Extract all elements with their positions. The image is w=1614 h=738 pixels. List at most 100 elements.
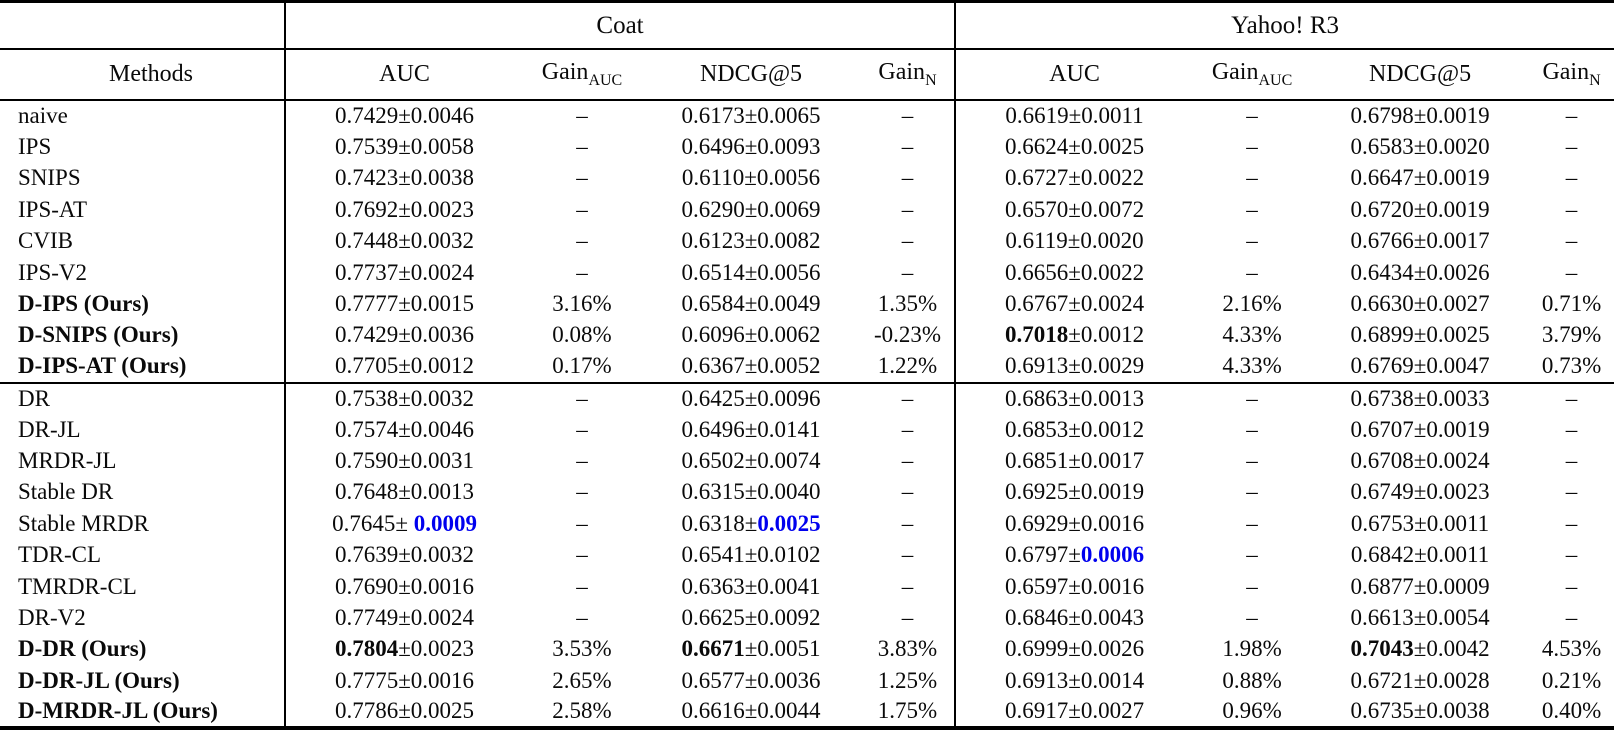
gain-value-cell: 1.22% xyxy=(861,351,957,383)
metric-value-cell: 0.6753±0.0011 xyxy=(1350,510,1490,536)
metric-value-segment: ±0.0012 xyxy=(1068,322,1145,348)
metric-value-cell: 0.7539±0.0058 xyxy=(334,134,475,160)
metric-value-cell: 0.6735±0.0038 xyxy=(1350,698,1490,724)
metric-value-cell: 0.6290±0.0069 xyxy=(681,196,821,222)
metric-value-cell: 0.6363±0.0041 xyxy=(681,573,821,599)
metric-value-cell: 0.7043±0.0042 xyxy=(1311,634,1529,665)
gain-value-cell: 0.71% xyxy=(1541,291,1602,317)
gain-value-cell: – xyxy=(861,570,957,603)
gain-value-cell: 3.79% xyxy=(1541,322,1602,348)
col-header-subscript: AUC xyxy=(588,71,623,89)
col-header-subscript: N xyxy=(925,71,937,89)
gain-value-cell: 0.08% xyxy=(552,322,612,348)
gain-value-cell: – xyxy=(861,381,957,414)
metric-value-cell: 0.6656±0.0022 xyxy=(1004,259,1145,285)
gain-value-cell: – xyxy=(861,162,957,195)
gain-value-cell: – xyxy=(1529,381,1614,414)
gain-value-cell: 3.53% xyxy=(552,636,612,662)
metric-value-cell: 0.6846±0.0043 xyxy=(1004,604,1145,630)
method-name: MRDR-JL xyxy=(0,445,286,477)
table-row: IPS-AT 0.7692±0.0023 – 0.6290±0.0069 – 0.6570… xyxy=(0,194,1614,226)
gain-value-cell: – xyxy=(1246,196,1258,222)
gain-value-cell: – xyxy=(576,542,588,568)
gain-value-cell: – xyxy=(861,508,957,540)
method-name: DR-V2 xyxy=(0,602,286,634)
metric-value-cell: 0.6619±0.0011 xyxy=(1005,103,1144,129)
gain-value-cell: -0.23% xyxy=(861,319,957,352)
gain-value-cell: – xyxy=(576,510,588,536)
gain-value-cell: – xyxy=(861,602,957,634)
metric-value-cell: 0.6797±0.0006 xyxy=(955,539,1193,570)
metric-value-cell: 0.6851±0.0017 xyxy=(1004,447,1145,473)
gain-value-cell: 4.33% xyxy=(1222,353,1282,379)
gain-value-cell: – xyxy=(576,103,588,129)
table-section-dr-methods: DR 0.7538±0.0032–0.6425±0.0096–0.6863±0.0… xyxy=(0,381,1614,728)
method-name: DR-JL xyxy=(0,413,286,446)
gain-value-cell: 0.21% xyxy=(1541,667,1602,693)
col-header-label: Gain xyxy=(541,59,589,86)
gain-value-cell: – xyxy=(576,416,588,442)
metric-value-cell: 0.6738±0.0033 xyxy=(1311,381,1530,414)
table-row: D-IPS (Ours) 0.7777±0.0015 3.16% 0.6584±0.0… xyxy=(0,288,1614,320)
col-header-label: Gain xyxy=(1211,59,1259,86)
table-row: DR 0.7538±0.0032–0.6425±0.0096–0.6863±0.0… xyxy=(0,381,1614,414)
metric-value-cell: 0.7429±0.0036 xyxy=(334,322,475,348)
metric-value-cell: 0.6425±0.0096 xyxy=(641,381,861,414)
col-header-subscript: N xyxy=(1589,71,1601,89)
method-name: Stable DR xyxy=(0,476,286,509)
metric-value-cell: 0.6630±0.0027 xyxy=(1350,291,1490,317)
metric-value-segment: 0.6318± xyxy=(681,510,758,536)
col-header-yahoo-gain-n: GainN xyxy=(1529,49,1614,101)
col-header-coat-ndcg5: NDCG@5 xyxy=(641,49,861,101)
col-header-label: AUC xyxy=(1049,61,1100,87)
gain-value-cell: – xyxy=(861,100,957,132)
table-section-ips-methods: naive 0.7429±0.0046 – 0.6173±0.0065 – 0.6619±… xyxy=(0,100,1614,383)
gain-value-cell: – xyxy=(861,225,957,257)
gain-value-cell: – xyxy=(576,228,588,254)
gain-value-cell: – xyxy=(861,194,957,226)
method-name: D-DR (Ours) xyxy=(0,633,286,666)
gain-value-cell: – xyxy=(1565,573,1578,599)
method-name: DR xyxy=(0,381,286,414)
metric-value-cell: 0.7645± 0.0009 xyxy=(285,508,523,539)
metric-value-cell: 0.6671±0.0051 xyxy=(641,634,861,665)
metric-value-cell: 0.6119±0.0020 xyxy=(1005,228,1144,254)
gain-value-cell: – xyxy=(576,447,588,473)
metric-value-cell: 0.6707±0.0019 xyxy=(1350,416,1490,442)
table-row: SNIPS 0.7423±0.0038 – 0.6110±0.0056 – 0.6727±… xyxy=(0,162,1614,195)
corner-cell xyxy=(0,1,286,50)
dataset-header-yahoo: Yahoo! R3 xyxy=(955,1,1614,50)
highlighted-std-value: 0.0025 xyxy=(757,510,821,536)
gain-value-cell: – xyxy=(576,259,588,285)
metric-value-cell: 0.6514±0.0056 xyxy=(681,259,821,285)
metric-value-cell: 0.6749±0.0023 xyxy=(1350,479,1490,505)
metric-value-cell: 0.7429±0.0046 xyxy=(334,103,475,129)
gain-value-cell: – xyxy=(576,196,588,222)
metric-value-cell: 0.6502±0.0074 xyxy=(681,447,821,473)
highlighted-std-value: 0.0006 xyxy=(1080,542,1145,568)
gain-value-cell: – xyxy=(1565,196,1578,222)
gain-value-cell: – xyxy=(1565,604,1578,630)
metric-value-cell: 0.6613±0.0054 xyxy=(1350,604,1490,630)
metric-value-segment: 0.6797± xyxy=(1004,542,1081,568)
gain-value-cell: 0.40% xyxy=(1541,698,1602,724)
metric-value-cell: 0.6123±0.0082 xyxy=(681,228,821,254)
best-metric-value: 0.6671 xyxy=(681,636,745,662)
gain-value-cell: 1.98% xyxy=(1222,636,1282,662)
gain-value-cell: – xyxy=(1246,542,1258,568)
method-name: CVIB xyxy=(0,225,286,257)
table-row: D-DR-JL (Ours) 0.7775±0.0016 2.65% 0.6577±0… xyxy=(0,665,1614,697)
metric-value-segment: ±0.0042 xyxy=(1413,636,1490,662)
metric-value-cell: 0.6541±0.0102 xyxy=(681,542,821,568)
gain-value-cell: – xyxy=(576,134,588,160)
gain-value-cell: – xyxy=(576,573,588,599)
metric-value-cell: 0.6766±0.0017 xyxy=(1350,228,1490,254)
gain-value-cell: – xyxy=(1565,416,1578,442)
metric-value-cell: 0.6577±0.0036 xyxy=(681,667,821,693)
method-name: D-DR-JL (Ours) xyxy=(0,665,286,697)
metric-value-cell: 0.6899±0.0025 xyxy=(1350,322,1490,348)
gain-value-cell: 3.83% xyxy=(861,633,957,666)
col-header-yahoo-ndcg5: NDCG@5 xyxy=(1311,49,1530,101)
method-name: SNIPS xyxy=(0,162,286,195)
metric-value-cell: 0.7018±0.0012 xyxy=(955,320,1193,351)
